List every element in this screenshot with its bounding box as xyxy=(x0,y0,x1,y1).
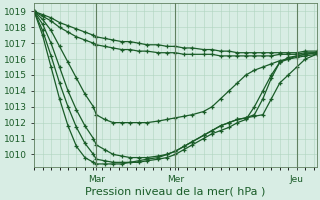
X-axis label: Pression niveau de la mer( hPa ): Pression niveau de la mer( hPa ) xyxy=(85,187,266,197)
